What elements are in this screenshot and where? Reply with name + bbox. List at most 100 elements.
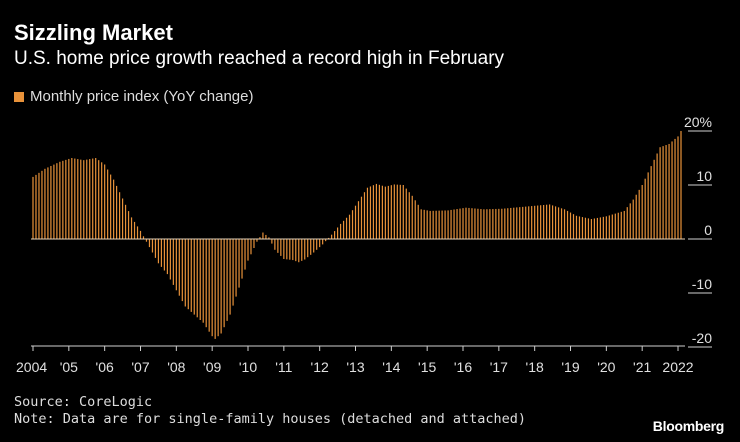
bar: [226, 239, 228, 321]
bar: [127, 211, 130, 239]
legend-swatch: [14, 91, 24, 102]
bar: [453, 209, 455, 239]
bar: [130, 217, 133, 239]
bar: [587, 218, 590, 239]
bar: [247, 239, 249, 261]
bar: [154, 239, 157, 258]
y-tick-label: 10: [696, 168, 712, 184]
bar: [557, 207, 560, 239]
bar: [528, 206, 530, 239]
bar: [429, 210, 431, 239]
bar: [142, 236, 145, 239]
bar: [202, 239, 204, 323]
bar: [644, 178, 646, 239]
bar: [47, 167, 49, 239]
bar: [674, 138, 676, 239]
bar: [139, 230, 142, 239]
bar: [593, 218, 595, 239]
bar: [677, 136, 679, 239]
bar: [345, 217, 348, 239]
x-tick-label: '21: [633, 359, 651, 375]
bar: [172, 239, 174, 285]
legend: Monthly price index (YoY change): [14, 88, 253, 105]
bar: [504, 208, 506, 239]
bar: [590, 219, 593, 239]
bar: [599, 217, 601, 239]
bar: [408, 192, 410, 239]
bar: [647, 172, 649, 239]
bar: [238, 239, 240, 288]
bar: [250, 239, 252, 255]
bar: [310, 239, 312, 255]
bar: [68, 158, 70, 239]
footer-notes: Source: CoreLogic Note: Data are for sin…: [14, 394, 526, 428]
bar: [656, 153, 658, 239]
bar: [390, 185, 392, 239]
bar: [163, 239, 165, 271]
bar: [208, 239, 210, 332]
bar: [35, 174, 37, 240]
bar: [363, 192, 366, 239]
bar: [59, 161, 61, 239]
bar: [444, 210, 446, 239]
bar: [522, 206, 524, 239]
bar: [516, 207, 518, 239]
bar: [620, 211, 622, 239]
bar: [74, 158, 76, 239]
bar: [232, 239, 234, 306]
bar: [50, 165, 52, 239]
bar: [181, 239, 183, 302]
bar: [519, 207, 521, 239]
bar: [572, 214, 575, 239]
bar: [295, 239, 297, 262]
bar: [569, 212, 572, 239]
bar: [560, 208, 563, 239]
bar: [507, 208, 509, 239]
bar: [190, 239, 192, 312]
bar: [253, 239, 255, 248]
y-tick-label: -20: [692, 330, 712, 346]
bar: [184, 239, 186, 307]
bar: [668, 143, 670, 239]
bar: [402, 185, 404, 239]
bar: [104, 164, 106, 239]
bar: [241, 239, 243, 279]
x-tick-label: '17: [490, 359, 508, 375]
y-tick-label: 20%: [684, 114, 712, 130]
bar: [477, 208, 479, 239]
bar: [411, 195, 413, 239]
bar: [653, 159, 655, 239]
bar: [199, 239, 201, 320]
bar: [280, 239, 282, 256]
bar: [193, 239, 195, 315]
bar: [405, 188, 407, 239]
bar: [113, 179, 115, 239]
bar: [71, 158, 73, 239]
bar: [95, 158, 97, 239]
bar: [480, 209, 482, 239]
bar: [471, 208, 473, 239]
bar: [322, 239, 324, 245]
bar: [578, 216, 581, 239]
chart-title: Sizzling Market: [14, 20, 173, 45]
bar: [319, 239, 321, 248]
bar: [157, 239, 160, 264]
bar: [133, 221, 136, 239]
x-tick-label: 2022: [662, 359, 693, 375]
bar: [456, 209, 458, 239]
bar: [89, 159, 91, 239]
bar: [543, 204, 545, 239]
bar: [289, 239, 291, 260]
bar: [435, 210, 437, 239]
bar: [566, 210, 569, 239]
bar: [462, 208, 464, 239]
bar: [369, 186, 372, 239]
bar: [602, 216, 604, 239]
bar: [166, 239, 168, 275]
bar: [286, 239, 288, 260]
bar: [271, 239, 273, 244]
bar: [486, 209, 488, 239]
bar: [229, 239, 231, 315]
bar: [432, 210, 434, 239]
bar: [554, 206, 557, 239]
